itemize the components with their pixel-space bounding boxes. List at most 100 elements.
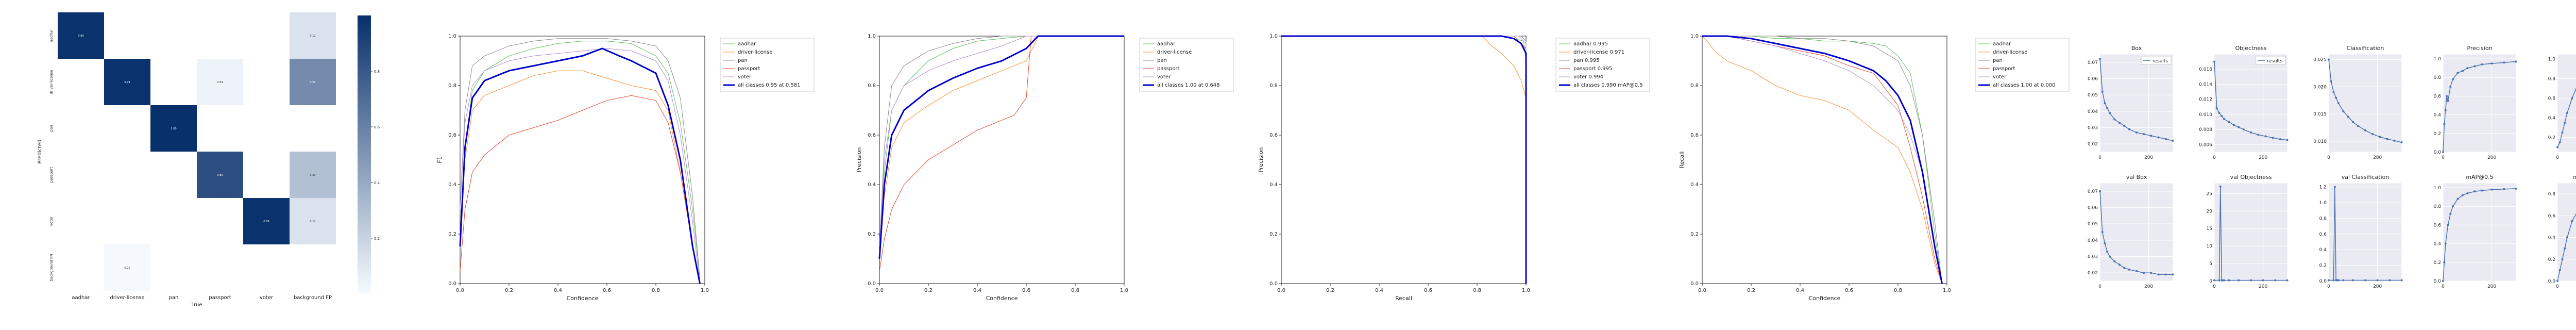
- cm-cell: [290, 59, 336, 105]
- results-subplot: 0 200 0.02 0.03 0.04 0.05 0.06 0.07 val Box: [2088, 174, 2174, 289]
- x-tick-label: 1.0: [1943, 288, 1951, 293]
- results-point: [2503, 61, 2505, 64]
- y-tick-label: 0.4: [448, 182, 456, 188]
- results-point: [2566, 236, 2568, 239]
- results-point: [2286, 139, 2289, 141]
- legend-box: [1555, 38, 1650, 92]
- cm-cell: [290, 244, 336, 291]
- y-tick-label: 0.2: [1269, 232, 1278, 237]
- y-tick-label: 0.020: [2313, 85, 2327, 90]
- plot-area: [1281, 36, 1527, 284]
- results-point: [2118, 263, 2121, 266]
- x-tick-label: 0.4: [1375, 288, 1383, 293]
- results-point: [2101, 90, 2104, 93]
- series-line: [879, 36, 1124, 247]
- y-tick-label: 0.2: [2319, 263, 2327, 269]
- results-point: [2393, 139, 2396, 142]
- x-tick-label: 0.0: [1698, 288, 1706, 293]
- results-point: [2328, 58, 2330, 61]
- results-point: [2444, 242, 2447, 245]
- series-line: [1702, 35, 1943, 284]
- results-point: [2228, 121, 2230, 123]
- y-tick-label: 0.0: [2434, 279, 2442, 284]
- results-point: [2332, 279, 2335, 282]
- subplot-title: Box: [2131, 45, 2142, 52]
- y-tick-label: 0.2: [2434, 131, 2441, 137]
- legend-label: pan 0.995: [1573, 58, 1600, 63]
- results-point: [2400, 279, 2403, 282]
- x-tick-label: 0.2: [1326, 288, 1334, 293]
- results-point: [2561, 258, 2564, 260]
- x-tick-label: 0.4: [554, 288, 562, 293]
- x-tick-label: 0: [2098, 284, 2102, 289]
- colorbar-tick-label: 0.4: [374, 181, 380, 185]
- x-tick-label: 0: [2556, 155, 2559, 160]
- legend-label: aadhar: [738, 41, 756, 47]
- plot-area: [2328, 54, 2402, 153]
- results-line: [2557, 88, 2576, 147]
- cm-cell: [104, 244, 150, 291]
- y-tick-label: 0.4: [1269, 182, 1278, 188]
- y-tick-label: 0.025: [2313, 58, 2327, 63]
- legend-label: driver-license: [738, 50, 772, 55]
- cm-cell: [58, 152, 104, 198]
- results-line: [2214, 186, 2287, 281]
- plot-area: [460, 36, 705, 284]
- results-point: [2447, 224, 2449, 226]
- results-point: [2172, 273, 2174, 276]
- plot-area: [2443, 54, 2517, 153]
- results-subplot: 0 200 0 5 10 15 20 25 val Objectness: [2207, 174, 2289, 289]
- subplot-title: val Box: [2126, 174, 2147, 180]
- legend-label: all classes 1.00 at 0.000: [1993, 82, 2056, 88]
- cm-cell: [290, 152, 336, 198]
- results-point: [2238, 279, 2240, 282]
- cm-cell: [58, 198, 104, 244]
- results-point: [2447, 100, 2449, 102]
- series-line: [879, 36, 1124, 259]
- y-axis-label: Precision: [856, 147, 862, 172]
- x-tick-label: 0.8: [1473, 288, 1481, 293]
- x-tick-label: 0: [2327, 284, 2330, 289]
- x-tick-label: 0: [2213, 155, 2216, 160]
- colorbar-tick-label: 0.8: [374, 70, 380, 74]
- results-point: [2335, 96, 2337, 99]
- y-tick-label: 0.012: [2199, 97, 2212, 103]
- x-tick-label: 0.4: [1796, 288, 1804, 293]
- cm-y-tick-label: background FN: [49, 254, 54, 282]
- results-point: [2364, 279, 2366, 282]
- results-point: [2564, 247, 2566, 250]
- results-point: [2264, 135, 2267, 138]
- x-tick-label: 200: [2259, 284, 2267, 289]
- results-point: [2456, 72, 2459, 74]
- results-point: [2333, 186, 2336, 188]
- cm-cell: [150, 105, 197, 152]
- y-tick-label: 0.8: [2548, 77, 2556, 82]
- y-tick-label: 0.05: [2088, 93, 2098, 98]
- plot-area: [2099, 54, 2174, 153]
- subplot-title: Classification: [2347, 45, 2384, 52]
- legend-label: passport: [738, 66, 760, 72]
- results-point: [2106, 251, 2109, 253]
- y-tick-label: 0.0: [1269, 281, 1278, 287]
- cm-y-tick-label: passport: [49, 167, 54, 183]
- x-tick-label: 0.8: [1894, 288, 1902, 293]
- cm-cell-value: 0.99: [78, 35, 83, 38]
- results-subplot: 0 200 0.006 0.008 0.010 0.012 0.014 0.016 Object…: [2199, 45, 2289, 160]
- y-tick-label: 0.03: [2088, 255, 2098, 260]
- results-point: [2242, 128, 2245, 131]
- results-point: [2232, 124, 2235, 126]
- results-point: [2215, 107, 2218, 110]
- results-subplot: 0 200 0.0 0.2 0.4 0.6 0.8 1.0 Precision: [2434, 45, 2517, 160]
- y-tick-label: 1.0: [2548, 57, 2556, 62]
- y-tick-label: 0.010: [2199, 112, 2212, 118]
- y-tick-label: 0.03: [2088, 126, 2098, 131]
- y-tick-label: 0.4: [2548, 116, 2556, 121]
- plot-area: [879, 36, 1125, 284]
- cm-x-tick-label: pan: [169, 295, 179, 301]
- results-point: [2279, 138, 2281, 141]
- results-point: [2272, 137, 2274, 139]
- y-tick-label: 0.8: [2319, 216, 2327, 221]
- results-point: [2113, 118, 2116, 121]
- cm-cell: [150, 59, 197, 105]
